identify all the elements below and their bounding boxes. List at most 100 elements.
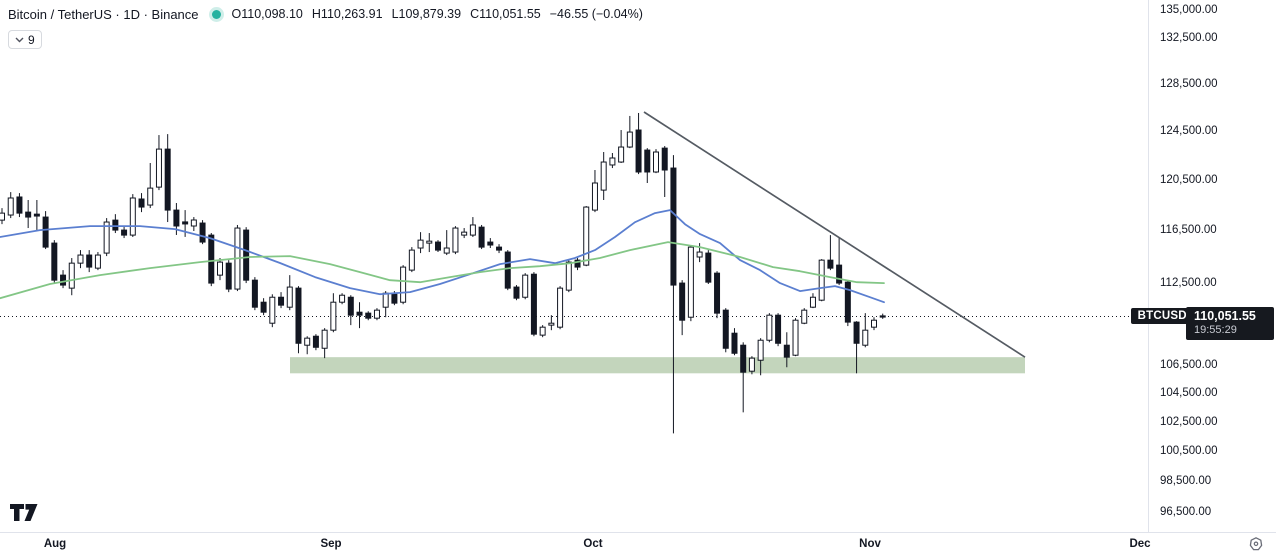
ma-fast-blue[interactable] [0,209,885,304]
candle [548,315,555,331]
ma-slow-green[interactable] [0,241,885,300]
descending-trendline[interactable] [643,111,1026,358]
time-axis-label[interactable]: Oct [583,538,603,550]
candle [208,233,215,287]
candle [644,148,651,184]
candle [33,200,40,231]
candle [243,227,250,284]
candle [557,286,564,330]
price-axis-label: 96,500.00 [1160,506,1212,518]
candle [199,220,206,245]
time-axis-label[interactable]: Nov [859,538,881,550]
candle [452,226,459,255]
candle [844,280,851,327]
high-value: 110,263.91 [320,7,383,21]
candle [426,233,433,253]
candle [583,206,590,267]
candle [748,356,755,375]
candle [51,240,58,285]
candle [295,286,302,354]
candle [653,149,659,174]
candle [530,272,537,337]
low-value: 109,879.39 [398,7,462,21]
candle [269,294,276,328]
price-axis-label: 100,500.00 [1160,445,1218,458]
time-axis[interactable]: Aug Sep Oct Nov Dec [0,532,1276,556]
price-axis-label: 116,500.00 [1160,224,1217,237]
candle [871,317,877,331]
gear-icon[interactable] [1248,536,1264,552]
candle [408,247,415,273]
support-zone[interactable] [290,357,1025,374]
indicator-count: 9 [28,32,35,47]
price-axis-label: 98,500.00 [1160,475,1212,488]
candle [679,280,686,336]
candle [365,311,372,321]
candle [600,152,607,201]
candle [68,258,75,296]
candle [670,155,677,434]
price-axis[interactable]: 135,000.00 132,500.00 128,500.00 124,500.00… [1148,0,1276,533]
candle [435,240,441,253]
time-axis-label[interactable]: Aug [43,538,67,550]
price-axis-label: 102,500.00 [1160,415,1218,428]
candle [731,328,738,356]
candle [809,293,816,309]
candle [775,313,782,347]
price-axis-label: 106,500.00 [1160,358,1218,371]
chart-legend[interactable]: Bitcoin / TetherUS · 1D · Binance O110,0… [8,6,643,23]
candle [687,245,694,322]
time-axis-label[interactable]: Sep [320,538,342,550]
time-axis-label[interactable]: Dec [1129,538,1151,550]
candle [16,193,23,218]
candle [217,258,223,281]
symbol-title[interactable]: Bitcoin / TetherUS · 1D · Binance [8,7,199,22]
candle [591,170,598,213]
ohlc-values: O110,098.10 H110,263.91 L109,879.39 C110… [232,6,643,23]
candle [155,135,162,191]
candle [373,308,380,321]
chevron-down-icon [15,37,24,43]
candle [103,218,110,257]
candle [626,115,633,149]
price-axis-label: 124,500.00 [1160,125,1218,138]
candle [609,152,616,169]
candle [147,163,154,209]
candle [461,228,468,239]
price-axis-label: 104,500.00 [1160,386,1218,399]
candle [321,328,328,359]
candle [356,302,363,329]
candle [635,112,642,175]
bar-countdown: 19:55:29 [1194,323,1237,336]
candle [121,226,128,239]
last-price-value: 110,051.55 [1194,308,1256,323]
candle [783,332,790,368]
candle [86,250,93,273]
candle [504,250,511,291]
candle [400,265,407,305]
candle [443,230,450,256]
last-price-tag[interactable]: 110,051.55 19:55:29 [1186,306,1274,340]
price-axis-label: 128,500.00 [1160,77,1218,90]
candle [260,298,267,316]
symbol-price-tag[interactable]: BTCUSDT [1130,307,1201,324]
candle [879,313,886,319]
market-status-dot [211,10,221,19]
candle [661,146,668,197]
candle [496,244,503,254]
candle [25,200,32,229]
price-axis-label: 135,000.00 [1160,4,1218,16]
low-label: L [391,7,399,21]
candle [539,325,546,338]
candle [0,208,5,225]
indicators-collapse-button[interactable]: 9 [8,30,42,49]
candle [469,217,476,238]
candle [225,260,232,293]
candle [112,214,119,234]
candle [801,308,808,325]
candle [853,321,860,374]
candle [827,235,834,271]
open-label: O [231,7,242,21]
tradingview-logo[interactable] [9,503,39,522]
